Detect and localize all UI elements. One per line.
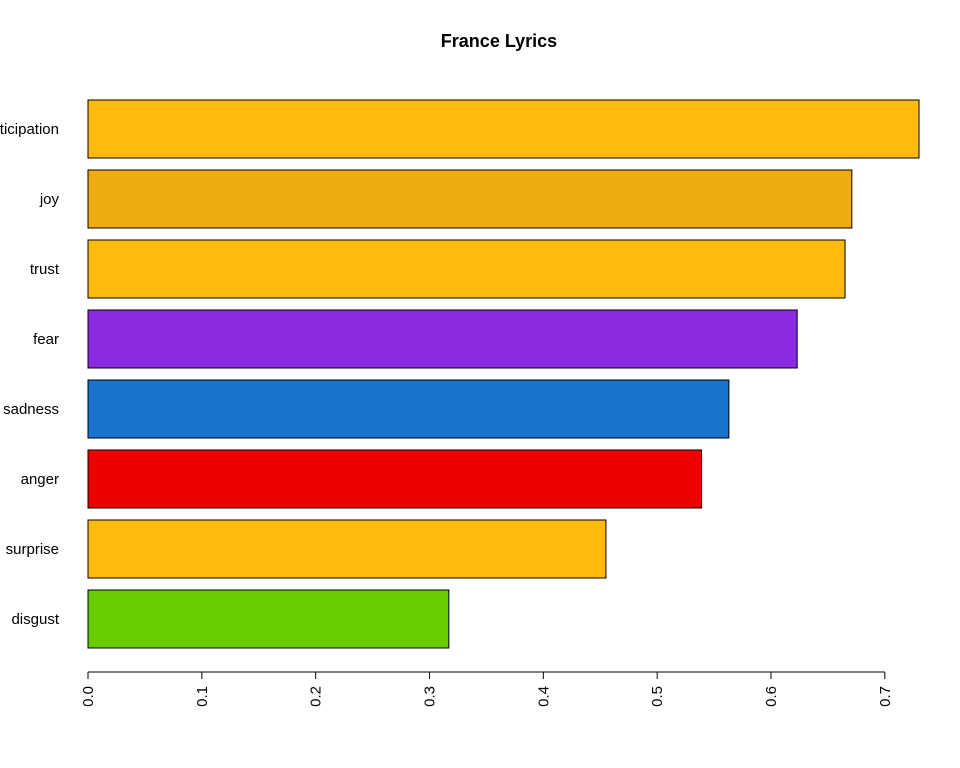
x-tick-label: 0.1 — [194, 686, 211, 707]
x-tick-label: 0.3 — [422, 686, 439, 707]
bar-joy — [87, 169, 853, 229]
category-label-surprise: surprise — [6, 541, 59, 558]
category-label-anticipation: anticipation — [0, 121, 59, 138]
x-tick-label: 0.7 — [877, 686, 894, 707]
x-axis: 0.0 0.1 0.2 0.3 0.4 0.5 0.6 0.7 — [80, 671, 894, 707]
x-tick-label: 0.6 — [763, 686, 780, 707]
bar-anticipation — [87, 99, 920, 159]
chart-title: France Lyrics — [441, 31, 557, 51]
x-tick-label: 0.4 — [535, 686, 552, 707]
x-tick-label: 0.2 — [308, 686, 325, 707]
x-tick-label: 0.0 — [80, 686, 97, 707]
bar-sadness — [87, 379, 730, 439]
category-label-fear: fear — [33, 331, 59, 348]
category-label-disgust: disgust — [11, 611, 59, 628]
bar-disgust — [87, 589, 450, 649]
category-label-sadness: sadness — [3, 401, 59, 418]
x-tick-label: 0.5 — [649, 686, 666, 707]
category-label-trust: trust — [30, 261, 60, 278]
bar-trust — [87, 239, 846, 299]
bars-group — [87, 99, 920, 649]
category-labels: anticipation joy trust fear sadness anger surp… — [0, 121, 60, 628]
bar-anger — [87, 449, 703, 509]
bar-fear — [87, 309, 798, 369]
bar-surprise — [87, 519, 607, 579]
category-label-joy: joy — [39, 191, 60, 208]
category-label-anger: anger — [21, 471, 59, 488]
